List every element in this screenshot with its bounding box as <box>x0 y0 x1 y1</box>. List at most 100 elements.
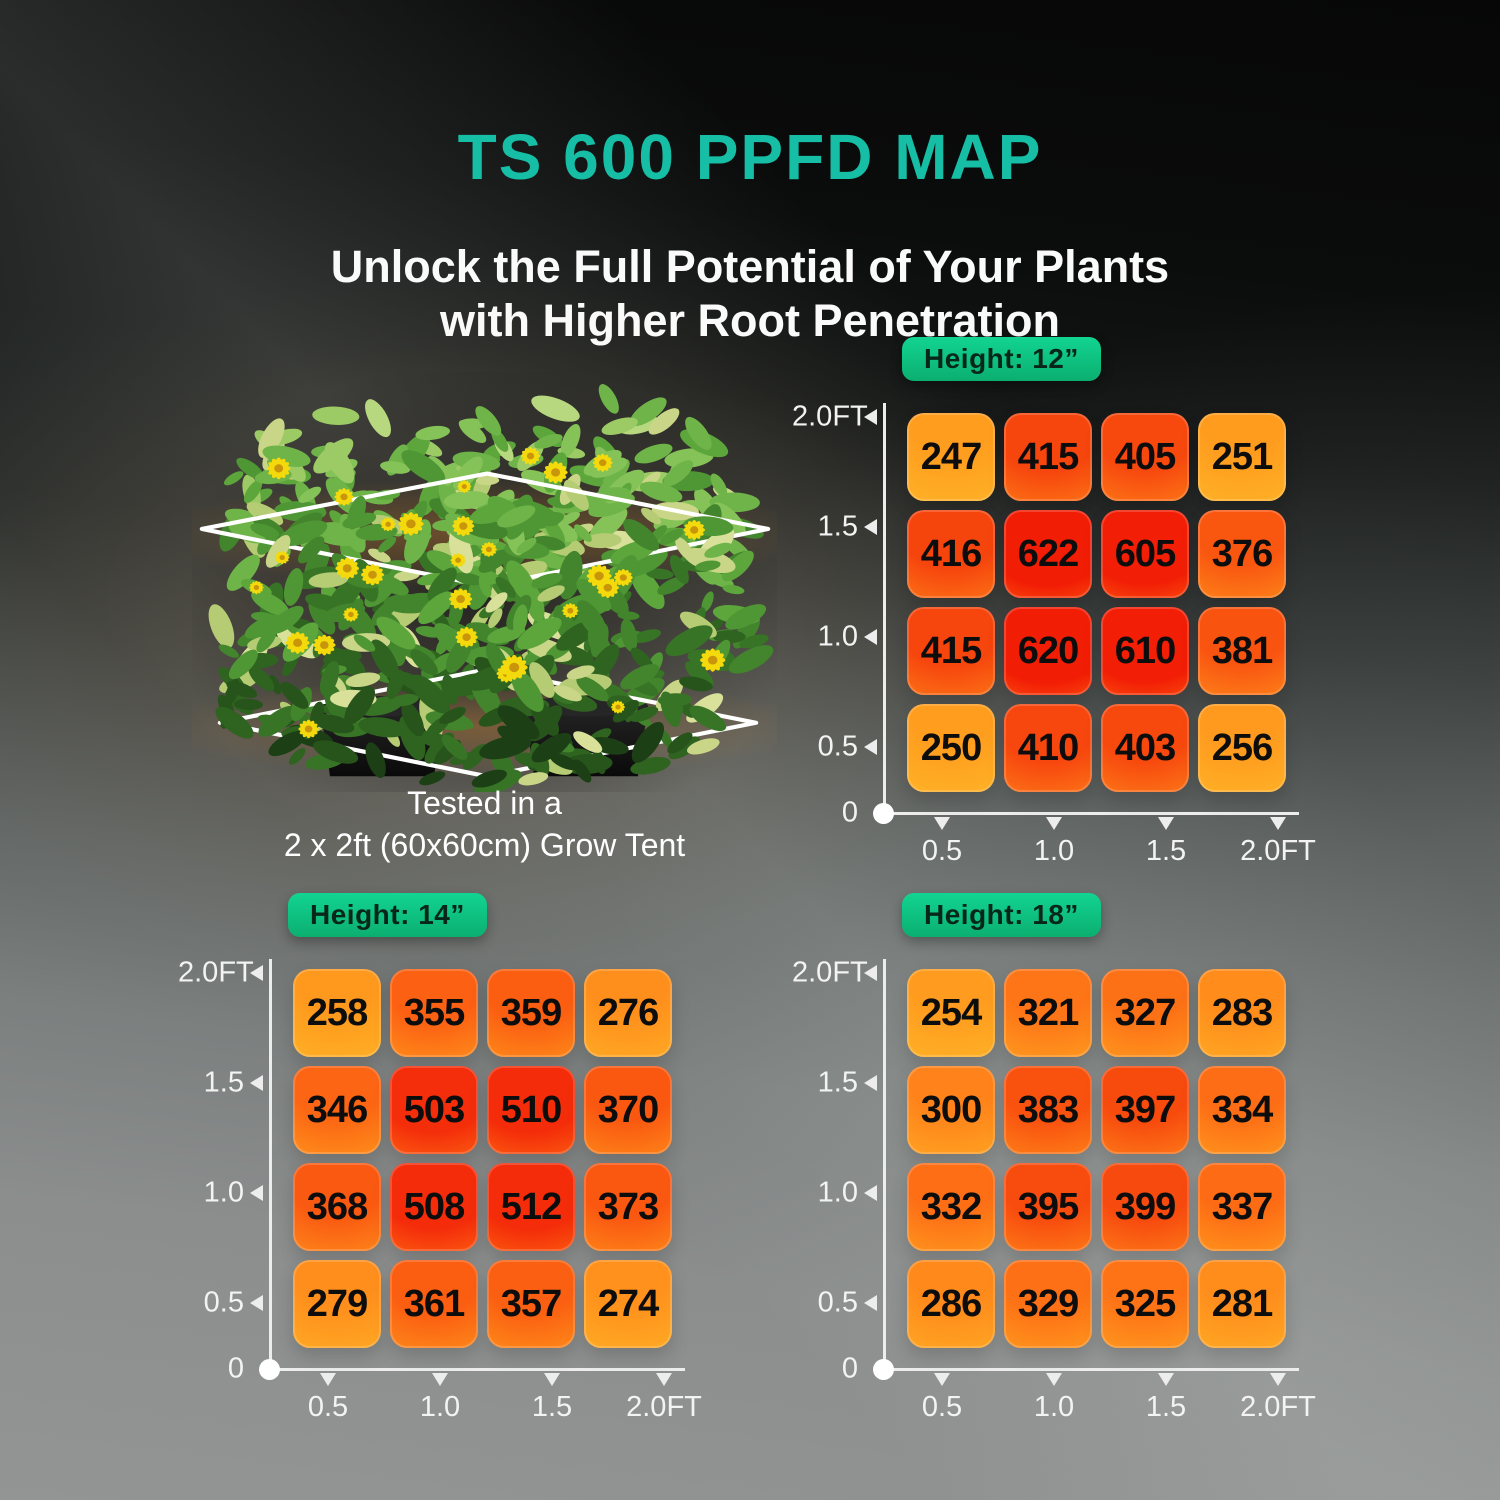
y-tick-label: 2.0FT <box>178 956 254 989</box>
y-tick-marker <box>864 409 877 425</box>
heat-cell-r1c3: 376 <box>1198 510 1286 598</box>
heat-cell-r1c1: 383 <box>1004 1066 1092 1154</box>
heat-cell-r1c2: 605 <box>1101 510 1189 598</box>
x-tick-marker <box>1046 1373 1062 1386</box>
heat-cell-r0c2: 327 <box>1101 969 1189 1057</box>
heat-cell-r1c2: 510 <box>487 1066 575 1154</box>
heat-cell-r2c1: 508 <box>390 1163 478 1251</box>
x-tick-label: 1.5 <box>1145 1391 1187 1423</box>
heat-cell-r0c0: 247 <box>907 413 995 501</box>
x-tick-marker <box>1158 817 1174 830</box>
heat-cell-r0c0: 258 <box>293 969 381 1057</box>
chart-height-12in: Height: 12” 2.0FT 1.5 1.0 0.5 0 0.5 1.0 1.5 2.0F… <box>792 337 1352 892</box>
heat-cell-r2c1: 395 <box>1004 1163 1092 1251</box>
heat-cell-r2c0: 415 <box>907 607 995 695</box>
x-tick-label: 0.5 <box>921 835 963 867</box>
chart-height-18in: Height: 18” 2.0FT 1.5 1.0 0.5 0 0.5 1.0 1.5 2.0F… <box>792 893 1352 1448</box>
heat-cell-r2c3: 381 <box>1198 607 1286 695</box>
plant-photo <box>192 372 777 792</box>
heat-cell-r0c3: 251 <box>1198 413 1286 501</box>
page-title: TS 600 PPFD MAP <box>457 121 1043 193</box>
height-badge-12in: Height: 12” <box>902 337 1101 381</box>
chart-plot-12in: 2.0FT 1.5 1.0 0.5 0 0.5 1.0 1.5 2.0FT 247 415 405 25… <box>792 337 1352 892</box>
x-tick-label: 0.5 <box>307 1391 349 1423</box>
x-tick-marker <box>1270 1373 1286 1386</box>
x-tick-marker <box>432 1373 448 1386</box>
heat-cell-r1c0: 346 <box>293 1066 381 1154</box>
axis-origin-dot <box>259 1359 280 1380</box>
y-tick-marker <box>864 519 877 535</box>
y-tick-label: 1.0 <box>817 1176 858 1209</box>
chart-plot-18in: 2.0FT 1.5 1.0 0.5 0 0.5 1.0 1.5 2.0FT 254 321 327 28… <box>792 893 1352 1448</box>
heat-cell-r0c2: 405 <box>1101 413 1189 501</box>
y-tick-marker <box>250 1295 263 1311</box>
heat-cell-r2c1: 620 <box>1004 607 1092 695</box>
heat-cell-r3c3: 274 <box>584 1260 672 1348</box>
origin-label: 0 <box>841 1352 858 1385</box>
heat-cell-r3c1: 410 <box>1004 704 1092 792</box>
heat-cell-r3c2: 325 <box>1101 1260 1189 1348</box>
heat-cell-r0c1: 355 <box>390 969 478 1057</box>
heat-cell-r3c1: 361 <box>390 1260 478 1348</box>
upper-canopy-frame <box>199 471 771 589</box>
x-tick-marker <box>1046 817 1062 830</box>
x-tick-marker <box>656 1373 672 1386</box>
x-tick-label: 2.0FT <box>626 1391 702 1423</box>
x-axis-line <box>883 1368 1299 1371</box>
subtitle: Unlock the Full Potential of Your Plants… <box>0 240 1500 348</box>
y-axis-line <box>883 959 886 1371</box>
heat-cell-r3c2: 357 <box>487 1260 575 1348</box>
plant-flowers <box>249 447 726 739</box>
y-tick-label: 1.5 <box>203 1066 244 1099</box>
heat-cell-r0c3: 283 <box>1198 969 1286 1057</box>
heat-cell-r2c2: 399 <box>1101 1163 1189 1251</box>
x-tick-label: 1.0 <box>1033 1391 1075 1423</box>
heat-cell-r3c3: 256 <box>1198 704 1286 792</box>
x-tick-label: 1.5 <box>1145 835 1187 867</box>
axis-origin-dot <box>873 803 894 824</box>
x-tick-marker <box>320 1373 336 1386</box>
y-tick-marker <box>864 1185 877 1201</box>
y-tick-marker <box>864 629 877 645</box>
y-tick-marker <box>864 965 877 981</box>
x-axis-line <box>883 812 1299 815</box>
heat-cell-r2c3: 337 <box>1198 1163 1286 1251</box>
tent-caption-line-1: Tested in a <box>407 785 562 821</box>
x-tick-marker <box>1270 817 1286 830</box>
heat-cell-r3c3: 281 <box>1198 1260 1286 1348</box>
heat-cell-r2c0: 368 <box>293 1163 381 1251</box>
heat-cell-r2c3: 373 <box>584 1163 672 1251</box>
y-tick-label: 1.0 <box>203 1176 244 1209</box>
x-axis-line <box>269 1368 685 1371</box>
heat-cell-r1c1: 503 <box>390 1066 478 1154</box>
heat-cell-r0c3: 276 <box>584 969 672 1057</box>
y-tick-label: 1.0 <box>817 620 858 653</box>
subtitle-line-1: Unlock the Full Potential of Your Plants <box>330 241 1170 292</box>
chart-height-14in: Height: 14” 2.0FT 1.5 1.0 0.5 0 0.5 1.0 1.5 2.0F… <box>178 893 738 1448</box>
heat-cell-r2c2: 610 <box>1101 607 1189 695</box>
y-tick-marker <box>864 739 877 755</box>
x-tick-label: 2.0FT <box>1240 1391 1316 1423</box>
x-tick-marker <box>544 1373 560 1386</box>
heat-cell-r1c1: 622 <box>1004 510 1092 598</box>
heat-cell-r3c0: 250 <box>907 704 995 792</box>
y-tick-marker <box>864 1295 877 1311</box>
heat-cell-r0c1: 321 <box>1004 969 1092 1057</box>
y-tick-label: 0.5 <box>203 1286 244 1319</box>
heat-cell-r0c2: 359 <box>487 969 575 1057</box>
heat-cell-r3c0: 279 <box>293 1260 381 1348</box>
x-tick-label: 0.5 <box>921 1391 963 1423</box>
origin-label: 0 <box>227 1352 244 1385</box>
heat-cell-r1c0: 416 <box>907 510 995 598</box>
heat-cell-r3c2: 403 <box>1101 704 1189 792</box>
axis-origin-dot <box>873 1359 894 1380</box>
heat-cell-r3c0: 286 <box>907 1260 995 1348</box>
y-tick-marker <box>250 965 263 981</box>
heat-cell-r2c0: 332 <box>907 1163 995 1251</box>
x-tick-label: 1.0 <box>1033 835 1075 867</box>
heat-cell-r3c1: 329 <box>1004 1260 1092 1348</box>
x-tick-label: 2.0FT <box>1240 835 1316 867</box>
tent-caption-line-2: 2 x 2ft (60x60cm) Grow Tent <box>283 827 686 863</box>
x-tick-marker <box>1158 1373 1174 1386</box>
y-tick-marker <box>250 1075 263 1091</box>
